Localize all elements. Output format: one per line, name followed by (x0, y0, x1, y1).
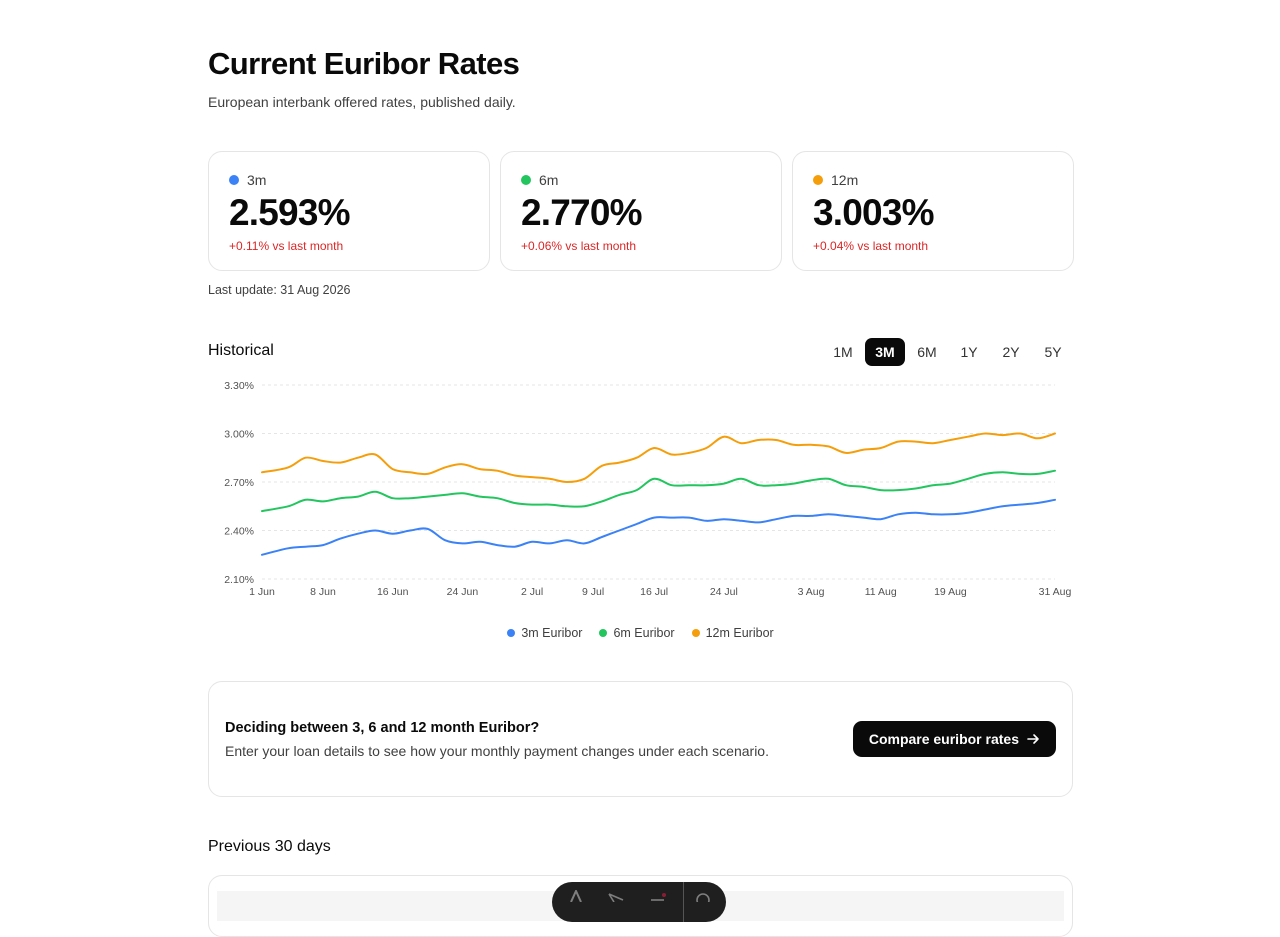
rate-card-12m: 12m 3.003% +0.04% vs last month (792, 151, 1074, 271)
x-tick-label: 9 Jul (582, 586, 604, 598)
x-tick-label: 8 Jun (310, 586, 336, 598)
cursor-icon[interactable] (568, 890, 584, 902)
range-button-3m[interactable]: 3M (865, 338, 905, 366)
y-tick-label: 2.10% (224, 574, 254, 586)
legend-item-3m: 3m Euribor (507, 626, 582, 640)
chart-legend: 3m Euribor 6m Euribor 12m Euribor (208, 626, 1073, 640)
send-icon[interactable] (608, 890, 624, 902)
x-tick-label: 16 Jun (377, 586, 409, 598)
range-button-2y[interactable]: 2Y (1002, 344, 1020, 360)
page-subtitle: European interbank offered rates, publis… (208, 94, 516, 110)
rate-card-header: 6m (521, 172, 558, 188)
rate-value: 2.770% (521, 192, 643, 233)
legend-item-6m: 6m Euribor (599, 626, 675, 640)
series-dot-icon (813, 175, 823, 185)
legend-label: 3m Euribor (521, 626, 583, 640)
x-tick-label: 2 Jul (521, 586, 543, 598)
rate-card-3m: 3m 2.593% +0.11% vs last month (208, 151, 490, 271)
y-tick-label: 3.00% (224, 429, 254, 441)
series-line-3m (261, 498, 1056, 556)
compare-callout: Deciding between 3, 6 and 12 month Eurib… (208, 681, 1073, 797)
compare-button-label: Compare euribor rates (868, 731, 1019, 747)
rate-card-label: 6m (539, 172, 559, 188)
rate-delta: +0.04% vs last month (813, 239, 929, 253)
arrow-right-icon (1027, 734, 1039, 744)
y-tick-label: 3.30% (224, 380, 254, 392)
settings-icon[interactable] (695, 890, 711, 902)
previous-days-title: Previous 30 days (208, 838, 331, 855)
page-title: Current Euribor Rates (208, 46, 520, 81)
rate-delta: +0.11% vs last month (229, 239, 344, 253)
rate-cards: 3m 2.593% +0.11% vs last month 6m 2.770%… (208, 151, 1074, 271)
x-tick-label: 11 Aug (865, 586, 897, 598)
legend-dot-icon (599, 629, 608, 637)
toolbar-divider (683, 882, 684, 922)
callout-title: Deciding between 3, 6 and 12 month Eurib… (225, 720, 540, 736)
range-selector: 1M 3M 6M 1Y 2Y 5Y (823, 338, 1073, 366)
legend-label: 6m Euribor (613, 626, 675, 640)
historical-title: Historical (208, 342, 274, 359)
series-line-12m (261, 432, 1056, 483)
last-update: Last update: 31 Aug 2026 (208, 283, 351, 297)
legend-item-12m: 12m Euribor (691, 626, 774, 640)
callout-text: Enter your loan details to see how your … (225, 743, 769, 759)
rate-value: 3.003% (813, 192, 935, 233)
range-button-1y[interactable]: 1Y (960, 344, 978, 360)
historical-chart: 3.30% 3.00% 2.70% 2.40% 2.10%1 Jun 8 Jun 16 Ju… (224, 380, 1072, 598)
x-tick-label: 31 Aug (1039, 586, 1072, 598)
rate-value: 2.593% (229, 192, 351, 233)
rate-delta: +0.06% vs last month (521, 239, 637, 253)
series-dot-icon (229, 175, 239, 185)
floating-toolbar (552, 882, 726, 922)
rate-card-header: 3m (229, 172, 266, 188)
range-button-6m[interactable]: 6M (917, 344, 937, 360)
legend-label: 12m Euribor (705, 626, 774, 640)
range-button-5y[interactable]: 5Y (1044, 344, 1062, 360)
legend-dot-icon (691, 629, 700, 637)
x-tick-label: 16 Jul (640, 586, 668, 598)
y-tick-label: 2.40% (224, 526, 254, 538)
menu-icon[interactable] (650, 890, 666, 902)
y-tick-label: 2.70% (224, 477, 254, 489)
x-tick-label: 1 Jun (249, 586, 275, 598)
legend-dot-icon (507, 629, 516, 637)
x-tick-label: 3 Aug (798, 586, 825, 598)
rate-card-label: 3m (247, 172, 267, 188)
x-tick-label: 24 Jun (447, 586, 479, 598)
rate-card-6m: 6m 2.770% +0.06% vs last month (500, 151, 782, 271)
x-tick-label: 24 Jul (710, 586, 738, 598)
rate-card-header: 12m (813, 172, 858, 188)
series-dot-icon (521, 175, 531, 185)
x-tick-label: 19 Aug (934, 586, 967, 598)
range-button-1m[interactable]: 1M (833, 344, 853, 360)
compare-rates-button[interactable]: Compare euribor rates (852, 721, 1056, 757)
series-line-6m (261, 469, 1056, 513)
rate-card-label: 12m (831, 172, 859, 188)
